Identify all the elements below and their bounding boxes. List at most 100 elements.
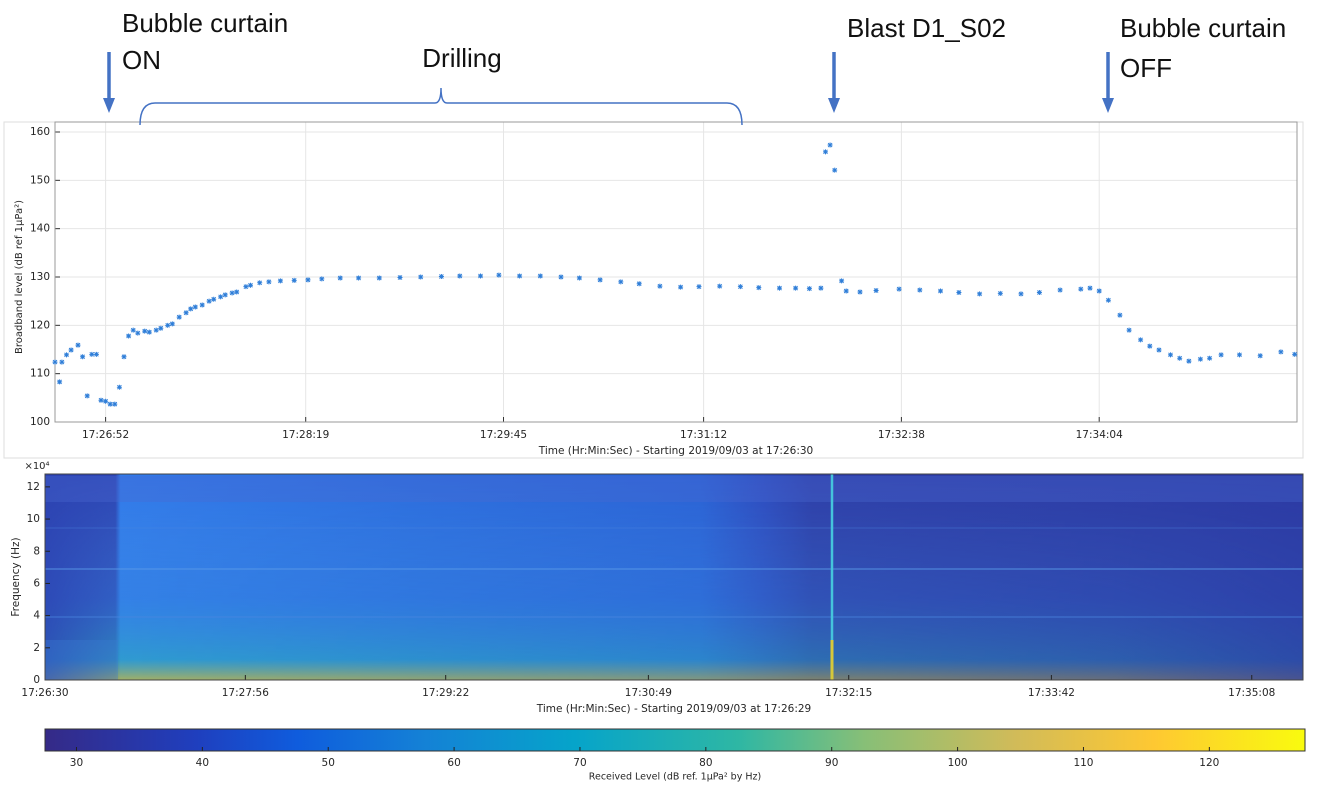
data-point xyxy=(135,330,141,336)
data-point xyxy=(576,275,582,281)
data-point xyxy=(112,401,118,407)
data-point xyxy=(496,272,502,278)
colorbar-tick-label: 70 xyxy=(573,757,586,769)
data-point xyxy=(1078,286,1084,292)
data-point xyxy=(121,354,127,360)
data-point xyxy=(59,359,65,365)
data-point xyxy=(806,286,812,292)
data-point xyxy=(438,274,444,280)
data-point xyxy=(873,288,879,294)
data-point xyxy=(1292,351,1298,357)
data-point xyxy=(938,288,943,294)
data-point xyxy=(1237,352,1242,358)
data-point xyxy=(305,277,311,283)
annotation-bracket xyxy=(139,87,743,126)
data-point xyxy=(57,379,63,385)
data-point xyxy=(737,284,743,290)
y-tick-label: 150 xyxy=(30,174,50,186)
x-tick-label: 17:28:19 xyxy=(282,429,329,441)
y-tick-label: 130 xyxy=(30,271,50,283)
x-axis-label: Time (Hr:Min:Sec) - Starting 2019/09/03 … xyxy=(538,445,813,457)
data-point xyxy=(234,289,240,295)
data-point xyxy=(418,274,424,280)
data-point xyxy=(896,286,902,292)
data-point xyxy=(376,275,382,281)
data-point xyxy=(98,397,104,403)
y-axis-label: Frequency (Hz) xyxy=(10,537,22,616)
data-point xyxy=(93,351,99,357)
axes-box xyxy=(44,473,1304,681)
y-tick-label: 8 xyxy=(33,545,40,557)
colorbar-tick-label: 40 xyxy=(196,757,209,769)
x-tick-label: 17:26:52 xyxy=(82,429,129,441)
data-point xyxy=(696,284,702,290)
data-point xyxy=(818,285,824,291)
data-point xyxy=(1138,337,1144,343)
colorbar-tick-label: 120 xyxy=(1199,757,1219,769)
y-tick-label: 120 xyxy=(30,319,50,331)
data-point xyxy=(1207,355,1213,361)
colorbar-tick-label: 100 xyxy=(948,757,968,769)
colorbar xyxy=(44,728,1306,752)
data-point xyxy=(618,279,624,285)
data-point xyxy=(657,283,663,289)
data-point xyxy=(291,277,297,283)
y-tick-label: 110 xyxy=(30,368,50,380)
data-point xyxy=(277,278,283,284)
x-tick-label: 17:26:30 xyxy=(21,687,68,699)
data-point xyxy=(823,149,828,155)
x-tick-label: 17:29:22 xyxy=(422,687,469,699)
data-point xyxy=(1147,343,1153,349)
data-point xyxy=(64,352,69,358)
data-point xyxy=(558,274,564,280)
data-point xyxy=(75,342,81,348)
annotation: Bubble curtain xyxy=(122,8,288,38)
x-tick-label: 17:31:12 xyxy=(680,429,727,441)
data-point xyxy=(153,327,159,333)
y-tick-label: 6 xyxy=(33,577,40,589)
data-point xyxy=(777,285,782,291)
data-point xyxy=(199,302,205,308)
data-point xyxy=(977,291,983,297)
data-point xyxy=(1156,347,1162,353)
spectrogram-image xyxy=(45,474,1303,680)
y-tick-label: 4 xyxy=(33,610,40,622)
data-point xyxy=(158,325,164,331)
data-point xyxy=(52,359,58,365)
data-point xyxy=(1186,358,1192,364)
data-point xyxy=(103,398,109,404)
data-point xyxy=(1168,352,1173,358)
data-point xyxy=(1096,288,1102,294)
y-exponent: ×10⁴ xyxy=(24,461,49,472)
data-point xyxy=(1105,297,1111,303)
colorbar-tick-label: 90 xyxy=(825,757,838,769)
data-point xyxy=(80,354,86,360)
data-point xyxy=(478,273,483,279)
annotation-arrowhead xyxy=(1102,98,1114,113)
colorbar-tick-label: 80 xyxy=(699,757,712,769)
data-point xyxy=(319,276,325,282)
annotation: Blast D1_S02 xyxy=(847,13,1006,43)
data-point xyxy=(517,273,523,279)
x-tick-label: 17:30:49 xyxy=(625,687,672,699)
data-point xyxy=(188,306,194,312)
data-point xyxy=(1278,349,1284,355)
x-tick-label: 17:35:08 xyxy=(1228,687,1275,699)
x-tick-label: 17:29:45 xyxy=(480,429,527,441)
y-tick-label: 160 xyxy=(30,126,50,138)
data-point xyxy=(843,288,849,294)
data-point xyxy=(1177,355,1183,361)
data-point xyxy=(84,393,90,399)
data-point xyxy=(165,322,171,328)
data-point xyxy=(917,287,923,293)
data-point xyxy=(356,275,362,281)
colorbar-tick-label: 110 xyxy=(1073,757,1093,769)
data-point xyxy=(756,285,762,291)
data-point xyxy=(1117,312,1123,318)
data-point xyxy=(169,321,175,327)
annotation-arrowhead xyxy=(828,98,840,113)
data-point xyxy=(793,285,799,291)
data-point xyxy=(1218,352,1224,358)
data-point xyxy=(717,283,723,289)
data-point xyxy=(107,401,113,407)
